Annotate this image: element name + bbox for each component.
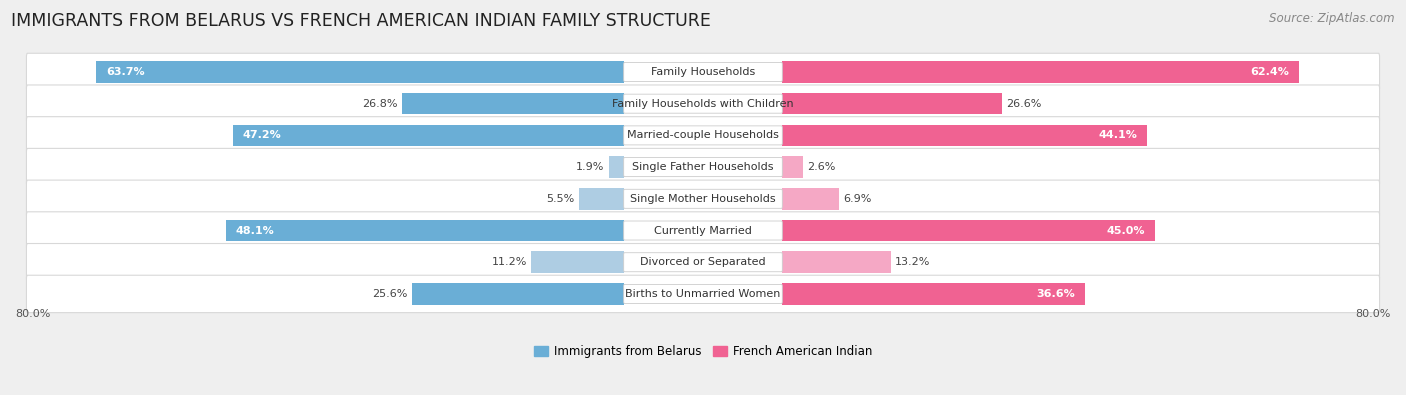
FancyBboxPatch shape <box>624 158 782 177</box>
Bar <box>579 188 624 210</box>
Text: 13.2%: 13.2% <box>896 257 931 267</box>
Text: 1.9%: 1.9% <box>576 162 605 172</box>
FancyBboxPatch shape <box>27 180 1379 218</box>
FancyBboxPatch shape <box>624 94 782 113</box>
Text: 6.9%: 6.9% <box>844 194 872 204</box>
Text: 25.6%: 25.6% <box>373 289 408 299</box>
Bar <box>96 61 624 83</box>
Text: 48.1%: 48.1% <box>235 226 274 235</box>
FancyBboxPatch shape <box>27 275 1379 313</box>
FancyBboxPatch shape <box>27 85 1379 122</box>
Text: Family Households with Children: Family Households with Children <box>612 99 794 109</box>
Text: 63.7%: 63.7% <box>107 67 145 77</box>
Bar <box>782 252 891 273</box>
Text: 44.1%: 44.1% <box>1098 130 1137 140</box>
Text: Single Mother Households: Single Mother Households <box>630 194 776 204</box>
Text: 11.2%: 11.2% <box>492 257 527 267</box>
Text: 80.0%: 80.0% <box>15 308 51 319</box>
Bar <box>782 283 1085 305</box>
FancyBboxPatch shape <box>624 221 782 240</box>
FancyBboxPatch shape <box>624 253 782 272</box>
FancyBboxPatch shape <box>27 117 1379 154</box>
Text: Single Father Households: Single Father Households <box>633 162 773 172</box>
Bar <box>402 93 624 115</box>
FancyBboxPatch shape <box>27 149 1379 186</box>
FancyBboxPatch shape <box>624 189 782 208</box>
Text: Family Households: Family Households <box>651 67 755 77</box>
Bar <box>412 283 624 305</box>
Bar <box>782 156 803 178</box>
Text: Currently Married: Currently Married <box>654 226 752 235</box>
Bar <box>782 188 839 210</box>
Bar <box>782 124 1147 146</box>
FancyBboxPatch shape <box>624 126 782 145</box>
FancyBboxPatch shape <box>27 244 1379 281</box>
Bar <box>233 124 624 146</box>
Bar <box>609 156 624 178</box>
Text: 26.8%: 26.8% <box>363 99 398 109</box>
Legend: Immigrants from Belarus, French American Indian: Immigrants from Belarus, French American… <box>529 340 877 363</box>
Text: 47.2%: 47.2% <box>243 130 281 140</box>
Text: 26.6%: 26.6% <box>1007 99 1042 109</box>
Text: IMMIGRANTS FROM BELARUS VS FRENCH AMERICAN INDIAN FAMILY STRUCTURE: IMMIGRANTS FROM BELARUS VS FRENCH AMERIC… <box>11 12 711 30</box>
Text: Divorced or Separated: Divorced or Separated <box>640 257 766 267</box>
Bar <box>782 220 1154 241</box>
Bar <box>782 61 1299 83</box>
Text: Source: ZipAtlas.com: Source: ZipAtlas.com <box>1270 12 1395 25</box>
Text: 36.6%: 36.6% <box>1036 289 1076 299</box>
FancyBboxPatch shape <box>624 284 782 303</box>
FancyBboxPatch shape <box>27 212 1379 249</box>
FancyBboxPatch shape <box>27 53 1379 91</box>
Text: 62.4%: 62.4% <box>1250 67 1289 77</box>
Text: 80.0%: 80.0% <box>1355 308 1391 319</box>
Text: 5.5%: 5.5% <box>547 194 575 204</box>
Bar <box>531 252 624 273</box>
Text: Married-couple Households: Married-couple Households <box>627 130 779 140</box>
Bar <box>225 220 624 241</box>
Text: 45.0%: 45.0% <box>1107 226 1144 235</box>
Text: 2.6%: 2.6% <box>807 162 835 172</box>
Bar <box>782 93 1002 115</box>
FancyBboxPatch shape <box>624 62 782 81</box>
Text: Births to Unmarried Women: Births to Unmarried Women <box>626 289 780 299</box>
